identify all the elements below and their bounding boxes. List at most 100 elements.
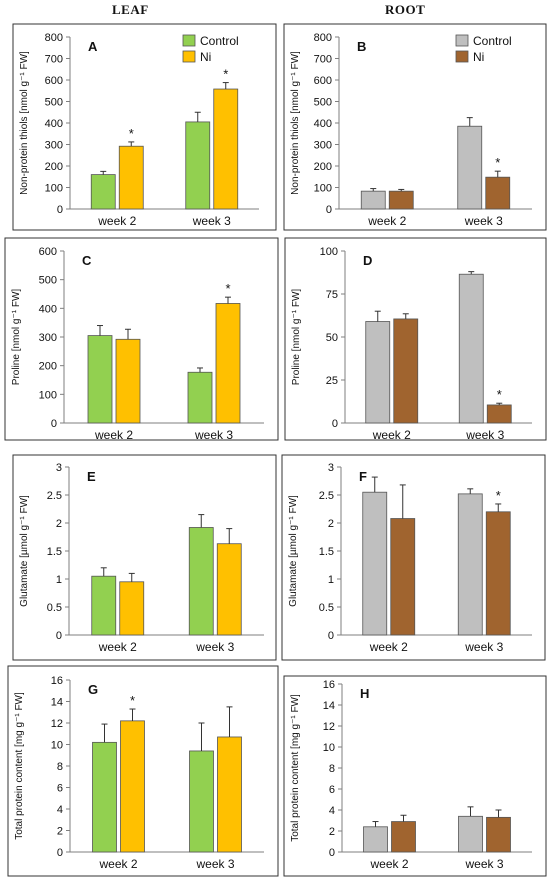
- y-tick-label: 2.5: [319, 490, 334, 502]
- bar: [485, 511, 511, 636]
- bar: [120, 720, 145, 853]
- panel-letter: H: [360, 686, 369, 701]
- bar: [119, 581, 145, 636]
- y-tick-label: 3: [56, 462, 62, 474]
- y-tick-label: 700: [45, 54, 63, 66]
- bar: [187, 371, 213, 424]
- y-tick-label: 400: [45, 118, 63, 130]
- bar: [189, 750, 214, 853]
- significance-marker: *: [130, 693, 135, 708]
- bar: [365, 321, 391, 424]
- y-tick-label: 12: [323, 721, 335, 733]
- panel-frame: [4, 237, 279, 441]
- y-tick-label: 300: [45, 140, 63, 152]
- y-tick-label: 50: [326, 332, 338, 344]
- y-tick-label: 14: [51, 697, 63, 709]
- panel-frame: [12, 454, 277, 661]
- legend-swatch: [182, 34, 196, 47]
- y-tick-label: 0: [57, 204, 63, 216]
- legend-label: Control: [200, 34, 239, 48]
- y-tick-label: 200: [39, 361, 57, 373]
- y-tick-label: 0: [329, 847, 335, 859]
- y-axis-label: Non-protein thiols [nmol g⁻¹ FW]: [19, 51, 30, 195]
- y-tick-label: 8: [329, 763, 335, 775]
- y-tick-label: 12: [51, 718, 63, 730]
- y-tick-label: 4: [329, 805, 335, 817]
- y-tick-label: 0: [332, 418, 338, 430]
- x-tick-label: week 2: [94, 428, 133, 442]
- y-tick-label: 700: [314, 54, 332, 66]
- significance-marker: *: [129, 126, 134, 141]
- x-tick-label: week 3: [465, 428, 504, 442]
- panel-frame: [283, 23, 547, 231]
- y-tick-label: 1: [56, 574, 62, 586]
- y-axis-label: Total protein content [mg g⁻¹ FW]: [14, 692, 25, 840]
- bar: [92, 741, 117, 853]
- bar: [87, 335, 113, 424]
- x-tick-label: week 2: [98, 857, 137, 871]
- y-axis-label: Non-protein thiols [nmol g⁻¹ FW]: [290, 51, 301, 195]
- y-tick-label: 10: [51, 740, 63, 752]
- y-tick-label: 1: [328, 574, 334, 586]
- panel-c: 0 100 200 300 400 500 600 Proline [nmol g⁻¹ FW]…: [4, 237, 279, 442]
- y-tick-label: 100: [320, 246, 338, 258]
- y-tick-label: 200: [45, 161, 63, 173]
- bar: [362, 491, 388, 636]
- panel-h: 0 2 4 6 8 10 12 14 16 Total protein content [mg g…: [283, 675, 547, 877]
- y-tick-label: 1.5: [319, 546, 334, 558]
- y-tick-label: 0: [326, 204, 332, 216]
- x-tick-label: week 2: [97, 214, 136, 228]
- y-tick-label: 800: [314, 32, 332, 44]
- y-tick-label: 16: [323, 679, 335, 691]
- panel-letter: B: [357, 39, 366, 54]
- y-tick-label: 400: [39, 303, 57, 315]
- y-tick-label: 10: [323, 742, 335, 754]
- significance-marker: *: [495, 155, 500, 170]
- panel-g: 0 2 4 6 8 10 12 14 16 Total protein content [mg g…: [7, 665, 279, 877]
- x-tick-label: week 3: [195, 857, 234, 871]
- x-tick-label: week 3: [192, 214, 231, 228]
- y-tick-label: 4: [57, 804, 63, 816]
- bar: [215, 303, 241, 424]
- panel-letter: F: [359, 469, 367, 484]
- x-tick-label: week 2: [98, 640, 137, 654]
- panel-letter: A: [88, 39, 98, 54]
- y-tick-label: 25: [326, 375, 338, 387]
- bar: [213, 88, 239, 210]
- bar: [457, 125, 483, 210]
- y-tick-label: 0: [56, 630, 62, 642]
- y-tick-label: 300: [39, 332, 57, 344]
- y-tick-label: 6: [57, 783, 63, 795]
- significance-marker: *: [223, 67, 228, 82]
- y-tick-label: 100: [314, 183, 332, 195]
- legend-label: Control: [473, 34, 512, 48]
- bar: [485, 176, 511, 210]
- y-tick-label: 2: [328, 518, 334, 530]
- significance-marker: *: [497, 387, 502, 402]
- y-tick-label: 3: [328, 462, 334, 474]
- significance-marker: *: [225, 281, 230, 296]
- bar: [217, 736, 242, 853]
- x-tick-label: week 3: [464, 857, 503, 871]
- y-tick-label: 0: [51, 418, 57, 430]
- y-tick-label: 0.5: [319, 602, 334, 614]
- bar: [486, 404, 512, 424]
- x-tick-label: week 3: [194, 428, 233, 442]
- bar: [457, 493, 483, 636]
- y-axis-label: Glutamate [µmol g⁻¹ FW]: [19, 495, 30, 607]
- panel-e: 0 0.5 1 1.5 2 2.5 3 Glutamate [µmol g⁻¹ FW] Ewee…: [12, 454, 277, 661]
- y-tick-label: 2: [56, 518, 62, 530]
- y-axis-label: Total protein content [mg g⁻¹ FW]: [290, 694, 301, 842]
- y-tick-label: 400: [314, 118, 332, 130]
- panel-letter: E: [87, 469, 96, 484]
- panel-frame: [281, 454, 546, 661]
- y-tick-label: 500: [314, 97, 332, 109]
- y-tick-label: 600: [45, 75, 63, 87]
- x-tick-label: week 2: [372, 428, 411, 442]
- panel-a: 0 100 200 300 400 500 600 700 800 Non-protein thi…: [12, 23, 277, 231]
- y-tick-label: 14: [323, 700, 335, 712]
- leaf-column-title: LEAF: [112, 2, 149, 17]
- y-tick-label: 6: [329, 784, 335, 796]
- bar: [486, 816, 511, 853]
